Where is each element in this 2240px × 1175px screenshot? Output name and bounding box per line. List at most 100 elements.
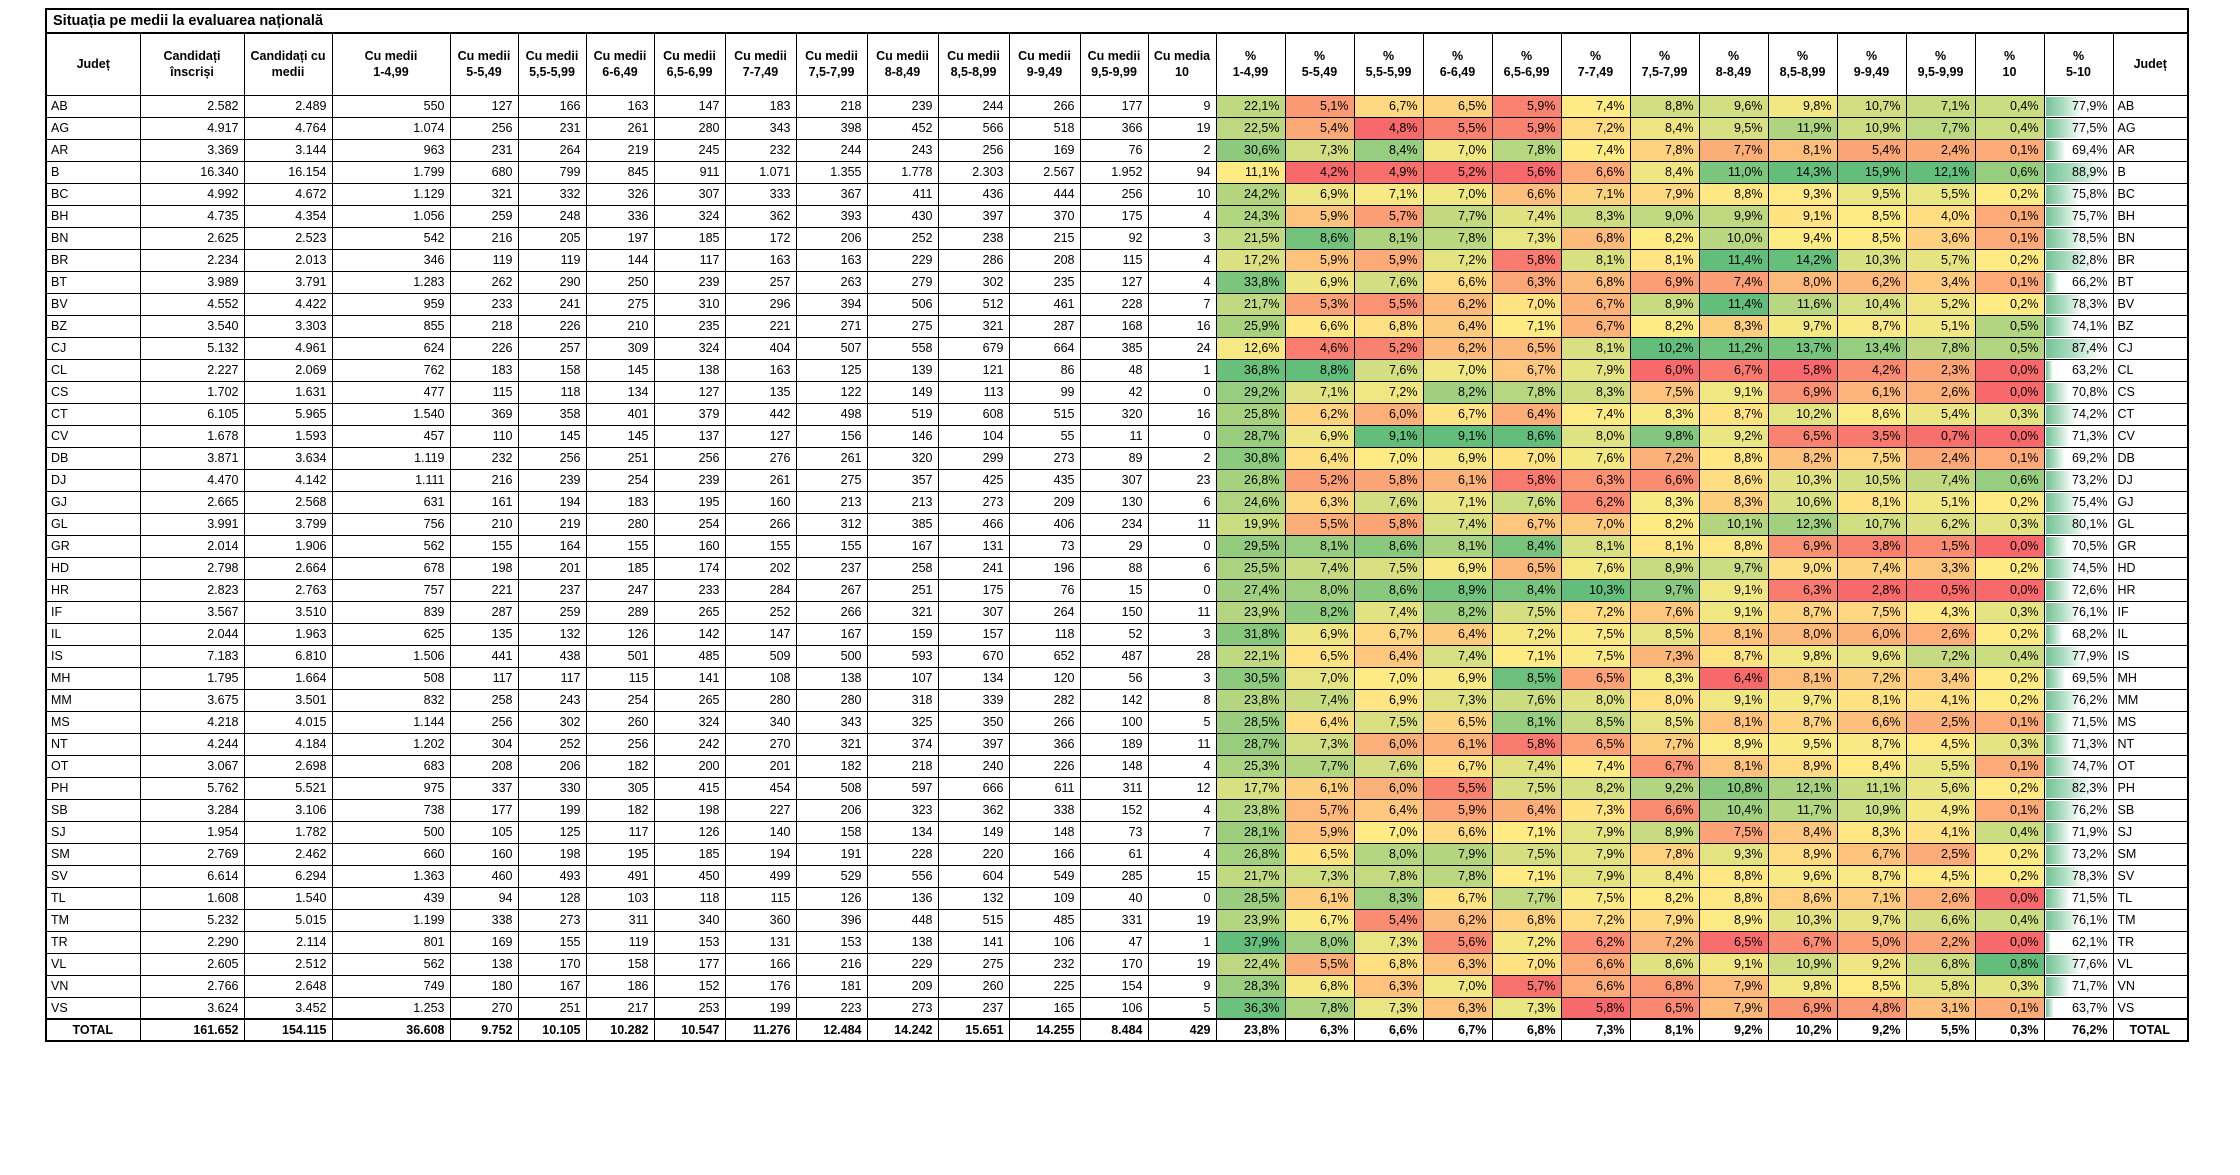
county-code[interactable]: AG bbox=[2112, 116, 2189, 140]
data-cell[interactable]: 6,2% bbox=[1905, 512, 1976, 536]
data-cell[interactable]: 103 bbox=[585, 886, 655, 910]
county-code[interactable]: TR bbox=[2112, 930, 2189, 954]
data-cell[interactable]: 6,6% bbox=[1422, 270, 1493, 294]
data-cell[interactable]: 25,9% bbox=[1215, 314, 1286, 338]
data-cell[interactable]: 2.290 bbox=[139, 930, 245, 954]
data-cell[interactable]: 8,2% bbox=[1629, 886, 1700, 910]
data-cell[interactable]: 509 bbox=[724, 644, 797, 668]
data-cell[interactable]: 6,5% bbox=[1422, 710, 1493, 734]
data-cell[interactable]: 261 bbox=[585, 116, 655, 140]
total-cell[interactable]: 161.652 bbox=[139, 1018, 245, 1042]
data-cell[interactable]: 0,1% bbox=[1974, 754, 2045, 778]
data-cell[interactable]: 8,6% bbox=[1629, 952, 1700, 976]
col-header-28[interactable]: Județ bbox=[2112, 32, 2189, 96]
data-cell[interactable]: 343 bbox=[724, 116, 797, 140]
data-cell[interactable]: 147 bbox=[724, 622, 797, 646]
data-cell[interactable]: 6,9% bbox=[1422, 446, 1493, 470]
data-cell[interactable]: 24,6% bbox=[1215, 490, 1286, 514]
data-cell[interactable]: 1.355 bbox=[795, 160, 868, 184]
county-code[interactable]: BV bbox=[45, 292, 141, 316]
data-cell[interactable]: 194 bbox=[517, 490, 587, 514]
data-cell[interactable]: 0,0% bbox=[1974, 886, 2045, 910]
data-cell[interactable]: 10,3% bbox=[1767, 908, 1838, 932]
data-cell[interactable]: 1.253 bbox=[331, 996, 451, 1020]
data-cell[interactable]: 8,5% bbox=[1836, 974, 1907, 998]
data-cell[interactable]: 5,2% bbox=[1422, 160, 1493, 184]
data-cell[interactable]: 7 bbox=[1147, 820, 1217, 844]
total-cell[interactable]: 10.105 bbox=[517, 1018, 587, 1042]
data-cell[interactable]: 5,8% bbox=[1353, 512, 1424, 536]
data-cell[interactable]: 346 bbox=[331, 248, 451, 272]
data-cell[interactable]: 6,4% bbox=[1698, 666, 1769, 690]
data-cell[interactable]: 855 bbox=[331, 314, 451, 338]
data-cell[interactable]: 160 bbox=[724, 490, 797, 514]
col-header-13[interactable]: Cu medii 9,5-9,99 bbox=[1079, 32, 1149, 96]
data-cell[interactable]: 0,4% bbox=[1974, 820, 2045, 844]
data-cell[interactable]: 259 bbox=[449, 204, 519, 228]
data-cell[interactable]: 155 bbox=[517, 930, 587, 954]
county-code[interactable]: VL bbox=[2112, 952, 2189, 976]
data-cell[interactable]: 232 bbox=[449, 446, 519, 470]
data-cell[interactable]: 273 bbox=[866, 996, 939, 1020]
data-cell[interactable]: 10,3% bbox=[1560, 578, 1631, 602]
data-cell[interactable]: 198 bbox=[517, 842, 587, 866]
data-cell[interactable]: 8,6% bbox=[1698, 468, 1769, 492]
data-cell[interactable]: 66,2% bbox=[2043, 270, 2114, 294]
data-cell[interactable]: 89 bbox=[1079, 446, 1149, 470]
data-cell[interactable]: 282 bbox=[1008, 688, 1081, 712]
data-cell[interactable]: 7,5% bbox=[1560, 622, 1631, 646]
data-cell[interactable]: 3.791 bbox=[243, 270, 333, 294]
data-cell[interactable]: 0 bbox=[1147, 380, 1217, 404]
total-cell[interactable]: 11.276 bbox=[724, 1018, 797, 1042]
data-cell[interactable]: 2.763 bbox=[243, 578, 333, 602]
data-cell[interactable]: 3,8% bbox=[1836, 534, 1907, 558]
data-cell[interactable]: 0,3% bbox=[1974, 974, 2045, 998]
data-cell[interactable]: 7,8% bbox=[1422, 864, 1493, 888]
data-cell[interactable]: 2.303 bbox=[937, 160, 1010, 184]
data-cell[interactable]: 287 bbox=[449, 600, 519, 624]
data-cell[interactable]: 337 bbox=[449, 776, 519, 800]
data-cell[interactable]: 7,3% bbox=[1422, 688, 1493, 712]
data-cell[interactable]: 0,2% bbox=[1974, 622, 2045, 646]
data-cell[interactable]: 5,9% bbox=[1353, 248, 1424, 272]
data-cell[interactable]: 76,2% bbox=[2043, 688, 2114, 712]
data-cell[interactable]: 23,9% bbox=[1215, 908, 1286, 932]
data-cell[interactable]: 253 bbox=[653, 996, 726, 1020]
data-cell[interactable]: 183 bbox=[449, 358, 519, 382]
data-cell[interactable]: 0,2% bbox=[1974, 490, 2045, 514]
data-cell[interactable]: 219 bbox=[517, 512, 587, 536]
data-cell[interactable]: 155 bbox=[795, 534, 868, 558]
data-cell[interactable]: 7,0% bbox=[1491, 446, 1562, 470]
data-cell[interactable]: 0,1% bbox=[1974, 226, 2045, 250]
data-cell[interactable]: 145 bbox=[585, 358, 655, 382]
data-cell[interactable]: 593 bbox=[866, 644, 939, 668]
data-cell[interactable]: 442 bbox=[724, 402, 797, 426]
data-cell[interactable]: 30,8% bbox=[1215, 446, 1286, 470]
data-cell[interactable]: 155 bbox=[449, 534, 519, 558]
data-cell[interactable]: 7,9% bbox=[1629, 908, 1700, 932]
data-cell[interactable]: 374 bbox=[866, 732, 939, 756]
data-cell[interactable]: 4.244 bbox=[139, 732, 245, 756]
data-cell[interactable]: 2.014 bbox=[139, 534, 245, 558]
data-cell[interactable]: 136 bbox=[866, 886, 939, 910]
data-cell[interactable]: 3 bbox=[1147, 226, 1217, 250]
data-cell[interactable]: 183 bbox=[585, 490, 655, 514]
data-cell[interactable]: 7,5% bbox=[1491, 842, 1562, 866]
data-cell[interactable]: 223 bbox=[795, 996, 868, 1020]
data-cell[interactable]: 0,1% bbox=[1974, 138, 2045, 162]
data-cell[interactable]: 8,3% bbox=[1629, 666, 1700, 690]
county-code[interactable]: PH bbox=[2112, 776, 2189, 800]
county-code[interactable]: IF bbox=[2112, 600, 2189, 624]
col-header-11[interactable]: Cu medii 8,5-8,99 bbox=[937, 32, 1010, 96]
data-cell[interactable]: 3.369 bbox=[139, 138, 245, 162]
data-cell[interactable]: 2.234 bbox=[139, 248, 245, 272]
data-cell[interactable]: 135 bbox=[449, 622, 519, 646]
data-cell[interactable]: 7,5% bbox=[1491, 600, 1562, 624]
data-cell[interactable]: 3.303 bbox=[243, 314, 333, 338]
data-cell[interactable]: 126 bbox=[795, 886, 868, 910]
data-cell[interactable]: 115 bbox=[585, 666, 655, 690]
data-cell[interactable]: 7,3% bbox=[1353, 930, 1424, 954]
data-cell[interactable]: 1.906 bbox=[243, 534, 333, 558]
data-cell[interactable]: 6,6% bbox=[1560, 952, 1631, 976]
county-code[interactable]: CV bbox=[2112, 424, 2189, 448]
